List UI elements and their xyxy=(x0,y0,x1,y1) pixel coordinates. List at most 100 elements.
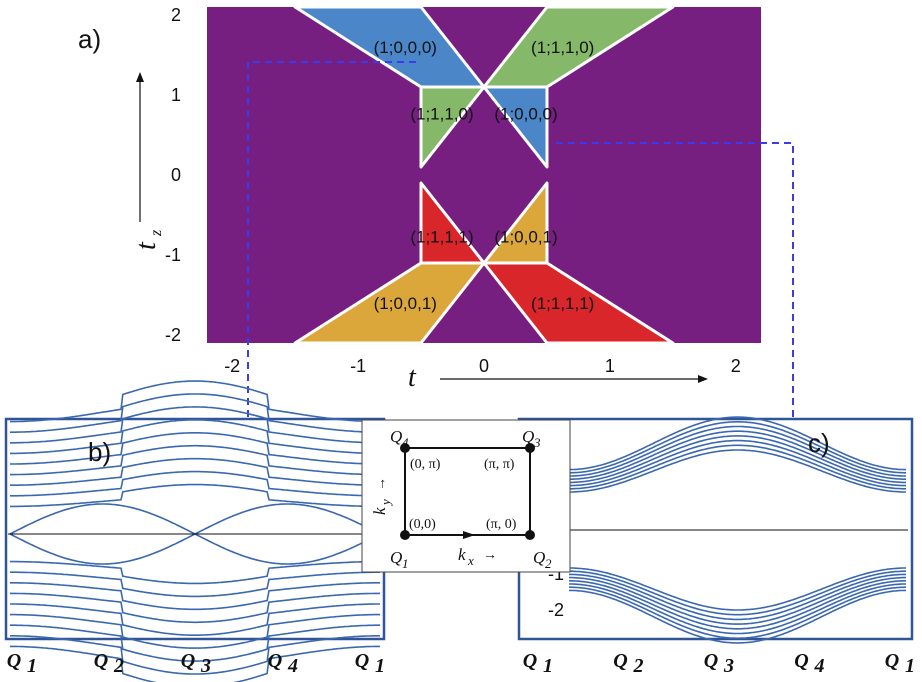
band-c-upper xyxy=(569,416,906,471)
panel-c-bands xyxy=(569,416,906,644)
band-b-lower xyxy=(10,624,380,662)
band-b-lower xyxy=(10,560,380,585)
path-direction-arrowhead xyxy=(463,531,475,539)
panel-b-q-sub: 2 xyxy=(113,655,124,677)
panel-c-q-label: Q xyxy=(704,650,718,672)
phase-region-label-7: (1;1,1,1) xyxy=(531,294,594,313)
band-b-lower xyxy=(10,603,380,636)
panel-b-frame xyxy=(4,417,386,641)
panel-c-q-sub: 4 xyxy=(814,655,825,677)
x-tick-label: 1 xyxy=(605,356,615,376)
panel-c-q-sub: 3 xyxy=(723,655,734,677)
panel-b-q-label: Q xyxy=(268,650,282,672)
x-axis-label: t xyxy=(408,362,417,393)
connector-right xyxy=(556,142,794,432)
y-tick-label: 2 xyxy=(171,5,181,25)
kx-sub: x xyxy=(467,553,474,568)
phase-region-label-6: (1;0,0,1) xyxy=(494,227,557,246)
band-b-upper xyxy=(10,470,380,497)
panel-c-q-sub: 1 xyxy=(905,655,915,677)
band-c-upper xyxy=(569,425,906,477)
panel-b-q-label: Q xyxy=(7,650,21,672)
corner-q4-dot xyxy=(400,443,410,453)
band-b-lower xyxy=(10,592,380,624)
panel-a-label: a) xyxy=(78,24,101,54)
panel-b-q-sub: 1 xyxy=(27,655,37,677)
band-c-lower xyxy=(569,580,906,630)
x-tick-label: 2 xyxy=(731,356,741,376)
corner-q4-sub: 4 xyxy=(402,435,409,450)
panel-b-bands xyxy=(9,380,381,682)
corner-q1-sub: 1 xyxy=(402,556,409,571)
band-c-lower xyxy=(569,567,906,611)
phase-region-label-0: (1;0,0,0) xyxy=(374,38,437,57)
panel-c-q-label: Q xyxy=(613,650,627,672)
band-b-lower xyxy=(10,645,380,682)
corner-q4-coord: (0, π) xyxy=(410,457,441,472)
band-b-lower xyxy=(10,582,380,611)
x-tick-label: -1 xyxy=(350,356,366,376)
band-b-upper xyxy=(10,419,380,455)
band-c-lower xyxy=(569,586,906,639)
panel-b-q-sub: 3 xyxy=(200,655,211,677)
phase-diagram-panel: a) (1;0,0,0)(1;1,1,0)(1;1,1,0)(1;0,0,0)(… xyxy=(78,5,761,393)
band-b-lower xyxy=(10,613,380,649)
panel-b-q-label: Q xyxy=(181,650,195,672)
corner-q3-sub: 3 xyxy=(533,435,541,450)
panel-c-q-label: Q xyxy=(523,650,537,672)
y-tick-label: 1 xyxy=(171,85,181,105)
corner-q4-label: Q xyxy=(390,427,402,446)
phase-region-5 xyxy=(293,261,486,345)
x-tick-label: 0 xyxy=(479,356,489,376)
band-c-upper xyxy=(569,435,906,484)
phase-region-labels: (1;0,0,0) (1;1,1,0) (1;1,1,0) (1;0,0,0) (1;1… xyxy=(374,38,595,313)
band-c-upper xyxy=(569,439,906,487)
corner-q1-dot xyxy=(400,530,410,540)
y-tick-label: 0 xyxy=(171,165,181,185)
corner-q3-dot xyxy=(525,443,535,453)
y-tick-label: -1 xyxy=(165,245,181,265)
band-b-upper xyxy=(10,444,380,476)
band-b-upper xyxy=(10,406,380,444)
x-tick-label: -2 xyxy=(224,356,240,376)
band-b-upper xyxy=(10,393,380,433)
y-tick-label: -2 xyxy=(165,325,181,345)
band-b-upper xyxy=(10,483,380,508)
y-axis-label-sub: z xyxy=(148,229,165,237)
band-c-lower xyxy=(569,583,906,635)
panel-c-label: c) xyxy=(808,428,830,458)
corner-q2-dot xyxy=(525,530,535,540)
phase-region-label-1: (1;1,1,0) xyxy=(410,105,473,124)
y-axis-label-group: t z xyxy=(131,229,165,250)
ky-arrow: → xyxy=(374,477,389,491)
corner-q2-label: Q xyxy=(533,548,545,567)
corner-q1-label: Q xyxy=(390,548,402,567)
y-axis-label: t xyxy=(131,241,162,250)
band-c-upper xyxy=(569,430,906,480)
band-c-upper xyxy=(569,449,906,493)
phase-region-label-4: (1;1,1,1) xyxy=(410,227,473,246)
band-b-upper xyxy=(10,457,380,486)
ky-sub: y xyxy=(378,499,393,507)
kx-arrow: → xyxy=(483,548,497,563)
phase-region-label-2: (1;1,1,0) xyxy=(531,38,594,57)
phase-diagram-background xyxy=(207,7,761,343)
panel-b-label: b) xyxy=(88,437,111,467)
phase-region-label-5: (1;0,0,1) xyxy=(374,294,437,313)
panel-b-q-sub: 4 xyxy=(287,655,298,677)
band-b-upper xyxy=(10,432,380,465)
corner-q2-sub: 2 xyxy=(545,556,552,571)
band-c-upper xyxy=(569,444,906,490)
panel-b-q-sub: 1 xyxy=(375,655,385,677)
phase-region-7 xyxy=(482,261,675,345)
panel-c-q-label: Q xyxy=(794,650,808,672)
corner-q2-coord: (π, 0) xyxy=(486,517,517,532)
y-tick-labels: 2 1 0 -1 -2 xyxy=(165,5,181,345)
panel-b-q-label: Q xyxy=(355,650,369,672)
x-tick-labels: -2 -1 0 1 2 xyxy=(224,356,741,376)
brillouin-zone-inset: Q 4 (0, π) Q 3 (π, π) Q 1 (0,0) Q 2 (π, … xyxy=(361,419,571,573)
inset-frame xyxy=(361,419,571,573)
